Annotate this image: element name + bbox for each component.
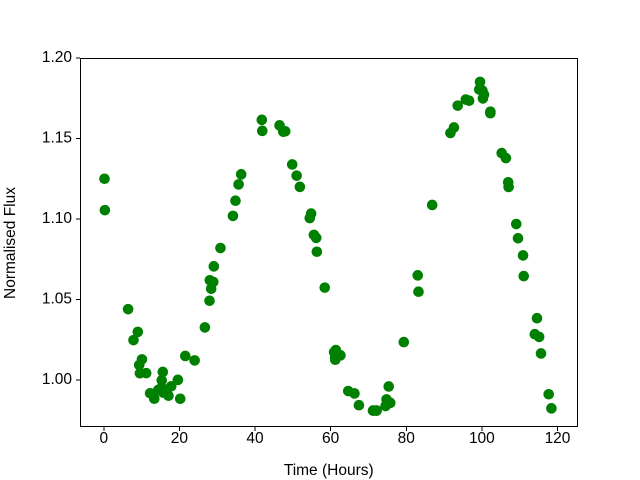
- svg-text:80: 80: [398, 430, 416, 447]
- svg-text:1.05: 1.05: [42, 291, 72, 308]
- svg-text:40: 40: [246, 430, 264, 447]
- svg-text:100: 100: [469, 430, 495, 447]
- svg-text:1.10: 1.10: [42, 210, 73, 227]
- svg-text:60: 60: [322, 430, 340, 447]
- svg-text:1.00: 1.00: [42, 371, 73, 388]
- svg-text:0: 0: [99, 430, 108, 447]
- svg-text:1.15: 1.15: [42, 130, 72, 147]
- svg-text:120: 120: [545, 430, 571, 447]
- svg-text:Normalised Flux: Normalised Flux: [2, 187, 19, 299]
- svg-text:Time (Hours): Time (Hours): [284, 462, 374, 479]
- svg-text:1.20: 1.20: [42, 49, 73, 66]
- svg-text:20: 20: [171, 430, 189, 447]
